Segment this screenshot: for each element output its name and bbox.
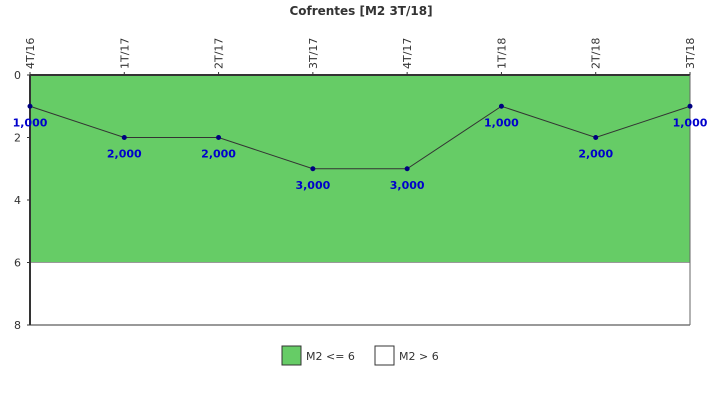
legend: M2 <= 6 M2 > 6	[281, 345, 439, 366]
data-label: 1,000	[484, 116, 519, 129]
data-point	[593, 135, 599, 140]
data-point	[498, 103, 504, 109]
band-layer	[30, 75, 690, 326]
data-point	[310, 166, 316, 172]
x-tick-label: 3T/18	[684, 38, 697, 69]
data-label: 2,000	[107, 148, 142, 161]
band-1	[30, 262, 690, 325]
y-tick-label: 6	[14, 257, 21, 270]
data-point	[216, 135, 222, 140]
x-tick-label: 1T/17	[118, 38, 131, 69]
data-point	[687, 103, 693, 109]
data-point	[404, 166, 410, 172]
legend-label-1: M2 > 6	[399, 350, 439, 363]
legend-swatch-1	[374, 345, 395, 366]
data-label: 1,000	[673, 116, 708, 129]
data-label: 2,000	[578, 148, 613, 161]
legend-swatch-0	[281, 345, 302, 366]
data-label: 3,000	[295, 179, 330, 192]
data-label: 1,000	[13, 116, 48, 129]
x-tick-label: 2T/17	[213, 38, 226, 69]
data-point	[121, 135, 127, 140]
x-tick-label: 4T/16	[24, 38, 37, 69]
series-layer: 1,000 2,000 2,000 3,000 3,000 1,000 2,000 1,000	[13, 103, 708, 192]
x-tick-label: 3T/17	[307, 38, 320, 69]
data-point	[27, 103, 33, 109]
x-tick-label: 1T/18	[495, 38, 508, 69]
x-tick-label: 2T/18	[590, 38, 603, 69]
y-tick-label: 8	[14, 319, 21, 332]
axis-layer: 0 2 4 6 8 4T/16 1T/17 2T/17 3T/17 4T/17 1T/18 2T/18…	[14, 38, 697, 332]
y-tick-label: 0	[14, 69, 21, 82]
legend-label-0: M2 <= 6	[306, 350, 355, 363]
x-tick-label: 4T/17	[401, 38, 414, 69]
data-label: 3,000	[390, 179, 425, 192]
series-line	[29, 105, 691, 170]
chart-title: Cofrentes [M2 3T/18]	[289, 4, 432, 18]
data-label: 2,000	[201, 148, 236, 161]
y-tick-label: 4	[14, 194, 21, 207]
y-tick-label: 2	[14, 132, 21, 145]
